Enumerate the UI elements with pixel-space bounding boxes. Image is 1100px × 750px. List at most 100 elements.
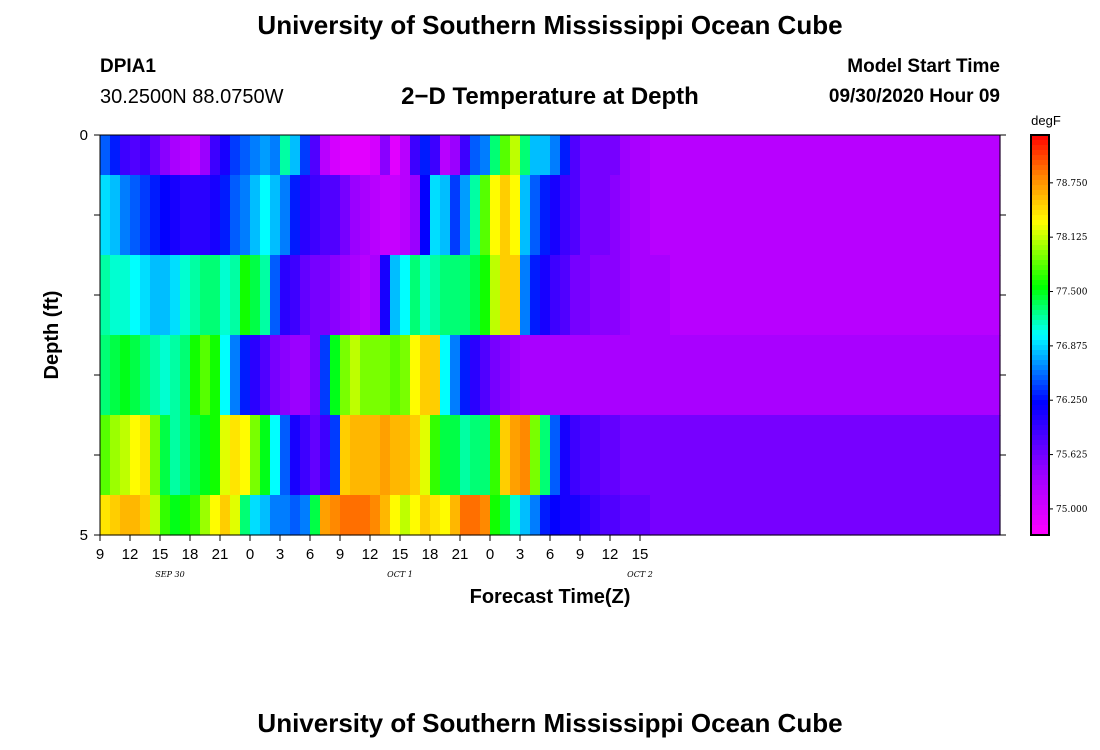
heatmap-cell bbox=[410, 415, 421, 496]
colorbar-segment bbox=[1031, 265, 1049, 271]
heatmap-cell bbox=[240, 135, 251, 176]
heatmap-cell bbox=[220, 495, 231, 536]
colorbar-tick-label: 77.500 bbox=[1056, 288, 1088, 298]
heatmap-cell bbox=[120, 255, 131, 336]
heatmap-cell bbox=[200, 495, 211, 536]
heatmap-cell bbox=[650, 135, 661, 176]
heatmap-cell bbox=[470, 495, 481, 536]
heatmap-cell bbox=[690, 415, 701, 496]
heatmap-cell bbox=[920, 335, 931, 416]
heatmap-cell bbox=[760, 135, 771, 176]
heatmap-cell bbox=[430, 415, 441, 496]
heatmap-cell bbox=[100, 495, 111, 536]
model-start-time: 09/30/2020 Hour 09 bbox=[828, 86, 1000, 107]
heatmap-cell bbox=[830, 335, 841, 416]
colorbar-segment bbox=[1031, 240, 1049, 246]
colorbar-segment bbox=[1031, 225, 1049, 231]
colorbar-segment bbox=[1031, 365, 1049, 371]
colorbar-segment bbox=[1031, 445, 1049, 451]
colorbar-segment bbox=[1031, 210, 1049, 216]
heatmap-cell bbox=[220, 335, 231, 416]
heatmap-cell bbox=[330, 415, 341, 496]
heatmap-cell bbox=[120, 175, 131, 256]
heatmap-cell bbox=[570, 255, 581, 336]
heatmap-cell bbox=[660, 495, 671, 536]
colorbar-segment bbox=[1031, 500, 1049, 506]
heatmap-cell bbox=[730, 335, 741, 416]
colorbar-segment bbox=[1031, 195, 1049, 201]
heatmap-cell bbox=[730, 415, 741, 496]
heatmap-cell bbox=[400, 415, 411, 496]
heatmap-cell bbox=[980, 495, 991, 536]
heatmap-cell bbox=[910, 335, 921, 416]
heatmap-cell bbox=[420, 255, 431, 336]
heatmap-cell bbox=[640, 495, 651, 536]
heatmap-cell bbox=[510, 175, 521, 256]
heatmap-cell bbox=[120, 495, 131, 536]
heatmap-cell bbox=[890, 415, 901, 496]
heatmap-cell bbox=[420, 415, 431, 496]
heatmap-cell bbox=[210, 415, 221, 496]
colorbar-tick-label: 76.250 bbox=[1056, 396, 1088, 406]
heatmap-cell bbox=[580, 135, 591, 176]
colorbar-segment bbox=[1031, 170, 1049, 176]
heatmap-cell bbox=[140, 335, 151, 416]
heatmap-cell bbox=[910, 495, 921, 536]
heatmap-cell bbox=[210, 255, 221, 336]
heatmap-cell bbox=[770, 175, 781, 256]
heatmap-cell bbox=[550, 415, 561, 496]
heatmap-cell bbox=[480, 495, 491, 536]
heatmap-cell bbox=[980, 175, 991, 256]
heatmap-cell bbox=[350, 135, 361, 176]
heatmap-cell bbox=[310, 415, 321, 496]
heatmap-cell bbox=[610, 495, 621, 536]
heatmap-cell bbox=[360, 175, 371, 256]
colorbar-segment bbox=[1031, 275, 1049, 281]
y-axis-label: Depth (ft) bbox=[41, 291, 63, 380]
heatmap-cell bbox=[300, 335, 311, 416]
heatmap-cell bbox=[190, 495, 201, 536]
heatmap-cell bbox=[320, 255, 331, 336]
heatmap-cell bbox=[480, 415, 491, 496]
heatmap-cell bbox=[950, 495, 961, 536]
heatmap-cell bbox=[550, 335, 561, 416]
heatmap-cell bbox=[780, 495, 791, 536]
heatmap-cell bbox=[390, 415, 401, 496]
heatmap-cell bbox=[530, 335, 541, 416]
heatmap-cell bbox=[940, 495, 951, 536]
colorbar-segment bbox=[1031, 395, 1049, 401]
heatmap-cell bbox=[550, 175, 561, 256]
heatmap-cell bbox=[300, 415, 311, 496]
heatmap-cell bbox=[330, 175, 341, 256]
heatmap-cell bbox=[590, 335, 601, 416]
heatmap-cell bbox=[630, 255, 641, 336]
heatmap-cell bbox=[840, 495, 851, 536]
heatmap-cell bbox=[990, 335, 1001, 416]
heatmap-cell bbox=[320, 135, 331, 176]
heatmap-cell bbox=[120, 415, 131, 496]
heatmap-cell bbox=[810, 495, 821, 536]
heatmap-cell bbox=[170, 415, 181, 496]
heatmap-cell bbox=[150, 335, 161, 416]
heatmap-cell bbox=[200, 135, 211, 176]
heatmap-cell bbox=[330, 135, 341, 176]
heatmap-cell bbox=[320, 415, 331, 496]
heatmap-cell bbox=[540, 135, 551, 176]
colorbar-tick-label: 78.125 bbox=[1056, 233, 1088, 243]
heatmap-cell bbox=[220, 135, 231, 176]
heatmap-cell bbox=[830, 255, 841, 336]
heatmap-cell bbox=[480, 135, 491, 176]
heatmap-cell bbox=[580, 175, 591, 256]
heatmap-cell bbox=[170, 335, 181, 416]
heatmap-cell bbox=[860, 175, 871, 256]
heatmap-cell bbox=[830, 175, 841, 256]
heatmap-cell bbox=[390, 255, 401, 336]
heatmap-cell bbox=[970, 335, 981, 416]
heatmap-cell bbox=[320, 495, 331, 536]
colorbar-segment bbox=[1031, 525, 1049, 531]
colorbar-segment bbox=[1031, 320, 1049, 326]
heatmap-cell bbox=[610, 335, 621, 416]
heatmap-cell bbox=[800, 175, 811, 256]
colorbar-segment bbox=[1031, 420, 1049, 426]
heatmap-cell bbox=[430, 335, 441, 416]
